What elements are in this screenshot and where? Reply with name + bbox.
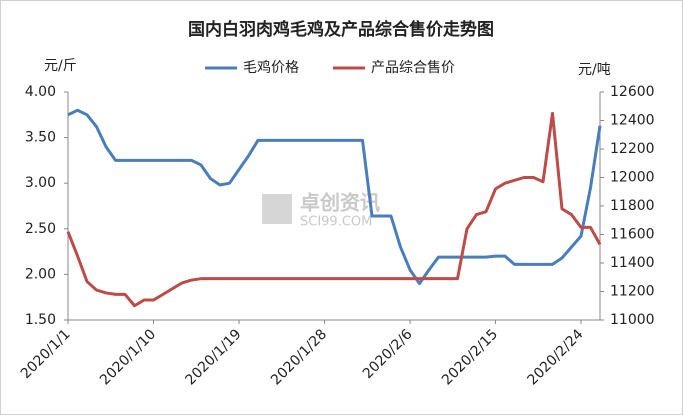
y-tick-label: 4.00 (25, 84, 56, 100)
y-tick-label: 2.50 (25, 221, 56, 237)
watermark-sub: SCI99.COM (300, 215, 372, 230)
y2-tick-label: 11800 (610, 198, 655, 214)
y2-tick-label: 12000 (610, 170, 655, 186)
legend-label: 产品综合售价 (371, 60, 455, 76)
legend-label: 毛鸡价格 (243, 59, 299, 76)
y2-tick-label: 12200 (610, 141, 655, 157)
y2-tick-label: 12600 (610, 84, 655, 100)
y-tick-label: 3.00 (25, 175, 56, 191)
series-line (67, 108, 602, 286)
y-tick-label: 3.50 (25, 130, 56, 146)
y2-tick-label: 11000 (610, 312, 655, 328)
chart-title: 国内白羽肉鸡毛鸡及产品综合售价走势图 (188, 19, 494, 40)
series-line (66, 111, 602, 308)
y2-tick-label: 11200 (610, 284, 655, 300)
y2-tick-label: 12400 (610, 113, 655, 129)
y-tick-label: 1.50 (25, 312, 56, 328)
y2-tick-label: 11600 (610, 227, 655, 243)
y-tick-label: 2.00 (25, 266, 56, 282)
y-axis-label: 元/斤 (44, 58, 77, 74)
y2-tick-label: 11400 (610, 255, 655, 271)
watermark-logo (262, 194, 292, 224)
y2-axis-label: 元/吨 (578, 62, 611, 78)
watermark: 卓创资讯 (300, 191, 380, 215)
